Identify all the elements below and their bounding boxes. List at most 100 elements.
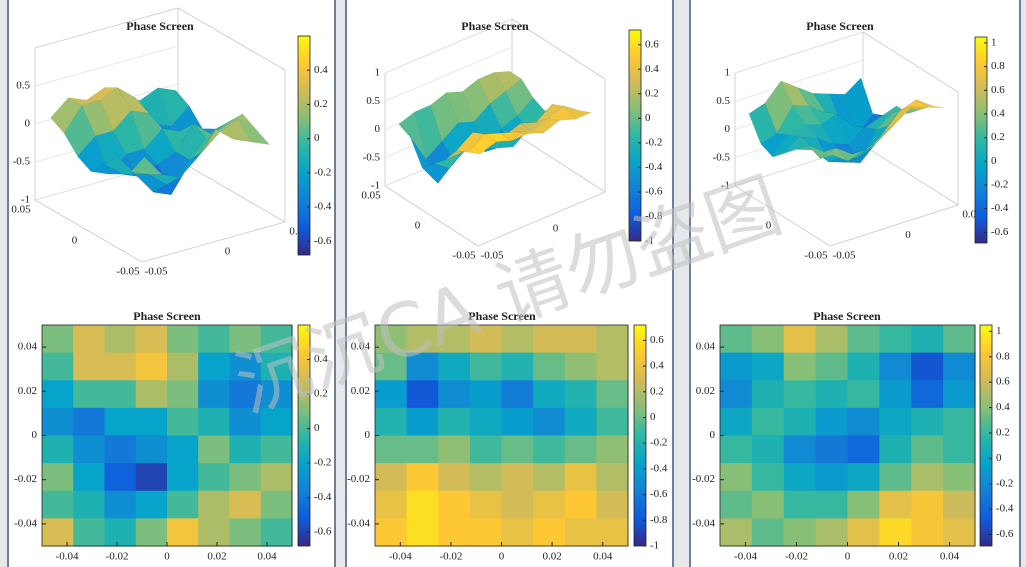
colorbar-tick-label: -0.2 [650,437,667,449]
z-tick-label: -1 [21,194,30,206]
surface-patch [202,128,234,153]
heatmap-cell [783,490,817,519]
heatmap-cell [751,463,785,492]
heatmap-cell [229,352,262,381]
colorbar-tick-label: 0.2 [991,131,1005,143]
box-edge [511,131,606,193]
y-tick-label: 0.04 [351,341,371,353]
heatmap-cell [720,463,753,492]
heatmap-cell [167,380,199,409]
colorbar-tick-label: -0.4 [996,503,1014,515]
colorbar [633,324,647,547]
z-tick-label: 1 [375,67,381,79]
chart-title: Phase Screen [461,19,529,33]
z-tick-label: -0.5 [363,151,381,163]
heatmap-cell [815,407,849,437]
colorbar-tick-label: -0.6 [645,185,663,197]
heatmap-cell [375,352,408,381]
box-edge [177,159,286,223]
x-tick-label: 0.04 [593,551,613,563]
heatmap-cell [564,463,597,492]
heatmap-cell [198,407,231,437]
z-tick-label: 0.5 [366,95,380,107]
heatmap-cell [260,380,293,409]
heatmap-cell [720,490,753,519]
heatmap-cell [104,352,137,381]
y-tick-label: 0 [365,429,371,441]
heatmap-cell [501,463,534,492]
heatmap-cell [911,352,944,381]
colorbar-tick-label: 0 [996,452,1002,464]
x-tick-label: 0 [905,229,911,241]
colorbar [979,324,993,547]
colorbar-tick-label: 0.4 [645,63,659,75]
y-tick-label: 0.04 [18,341,38,353]
heatmap-cell [104,380,137,409]
heatmap-cell [564,490,597,519]
heatmap-cell [73,435,106,464]
x-tick-label: -0.02 [439,551,462,563]
heatmap-cell [406,435,439,464]
grid-line [384,46,513,102]
heatmap-cell [135,518,168,547]
heatmap-cell [469,490,503,519]
heatmap-cell [135,407,168,437]
heatmap-cell [167,435,199,464]
heatmap-cell [406,463,439,492]
z-tick-label: -0.5 [13,156,31,168]
axis-line [829,204,959,247]
heatmap-cell [564,352,597,381]
heatmap-cell [229,435,262,464]
heatmap-cell [596,380,629,409]
colorbar-tick-label: 0.2 [645,87,659,99]
heatmap-cell [783,325,817,354]
z-tick-label: 0 [375,123,381,135]
x-tick-label: -0.05 [145,266,168,278]
axis-line [734,185,831,247]
heatmap-cell [533,463,566,492]
colorbar [974,36,988,244]
heatmap-cell [42,490,74,519]
heatmap-cell [720,352,753,381]
heatmap-cell [229,490,262,519]
box-edge [511,18,606,80]
surface-patch [836,147,865,162]
heatmap-cell [564,380,597,409]
heatmap-cell [879,518,912,547]
y-tick-label: 0.02 [18,385,37,397]
heatmap-cell [751,490,785,519]
heatmap-cell [783,352,817,381]
heatmap-cell [135,325,168,354]
z-tick-label: 0 [725,123,731,135]
heatmap-cell [167,463,199,492]
heatmap-cell [564,407,597,437]
x-tick-label: 0.02 [889,551,908,563]
colorbar-tick-label: 0.2 [314,98,328,110]
heatmap-cell [438,435,471,464]
colorbar [297,35,311,256]
y-tick-label: -0.04 [692,517,715,529]
heatmap-cell [596,325,629,354]
heatmap-cell [73,518,106,547]
heatmap-cell [42,435,74,464]
heatmap-cell [911,518,944,547]
heatmap-cell [198,435,231,464]
heatmap-cell [375,490,408,519]
heatmap-cell [260,463,293,492]
x-tick-label: 0 [499,551,505,563]
heatmap-cell [375,518,408,547]
z-tick-label: -1 [721,180,730,192]
heatmap-cell [815,325,849,354]
colorbar [628,29,642,242]
axis-line [141,221,286,263]
heatmap-cell [167,490,199,519]
heatmap-cell [533,325,566,354]
heatmap-cell [42,463,74,492]
heatmap-cell [73,463,106,492]
heatmap-cell [260,490,293,519]
heatmap-cell [198,380,231,409]
heatmap-cell [533,435,566,464]
colorbar-tick-label: -0.4 [314,491,332,503]
heatmap-cell [783,463,817,492]
heatmap-cell [720,518,753,547]
